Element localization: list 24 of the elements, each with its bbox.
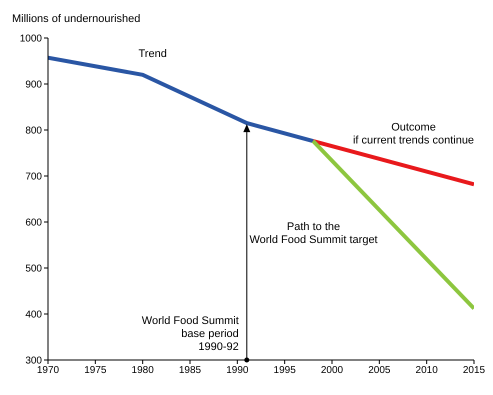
x-tick-label: 2000	[320, 365, 344, 376]
line-series	[48, 56, 316, 144]
x-tick-label: 2005	[368, 365, 391, 376]
x-tick-label: 2010	[416, 365, 438, 376]
y-tick-label: 500	[25, 264, 42, 275]
y-tick-label: 300	[25, 356, 42, 367]
y-tick-label: 800	[25, 126, 42, 137]
y-tick-label: 700	[25, 172, 42, 183]
y-tick-label: 400	[25, 310, 42, 321]
x-tick-label: 1980	[132, 365, 154, 376]
x-tick-label: 2015	[462, 365, 486, 376]
x-tick-label: 1975	[84, 365, 107, 376]
series-label: Path to the World Food Summit target	[249, 220, 378, 246]
series-label: Trend	[138, 48, 167, 60]
x-tick-label: 1985	[178, 365, 202, 376]
series-label: Outcome if current trends continue	[352, 122, 474, 147]
annotation: World Food Summit base period 1990-92	[142, 315, 239, 353]
y-axis-title: Millions of undernourished	[12, 13, 140, 25]
x-tick-label: 1995	[274, 365, 296, 376]
y-tick-label: 900	[25, 80, 42, 91]
x-tick-label: 1990	[226, 365, 249, 376]
x-tick-label: 1970	[36, 365, 60, 376]
y-tick-label: 600	[25, 218, 42, 229]
y-tick-label: 1000	[20, 34, 42, 45]
